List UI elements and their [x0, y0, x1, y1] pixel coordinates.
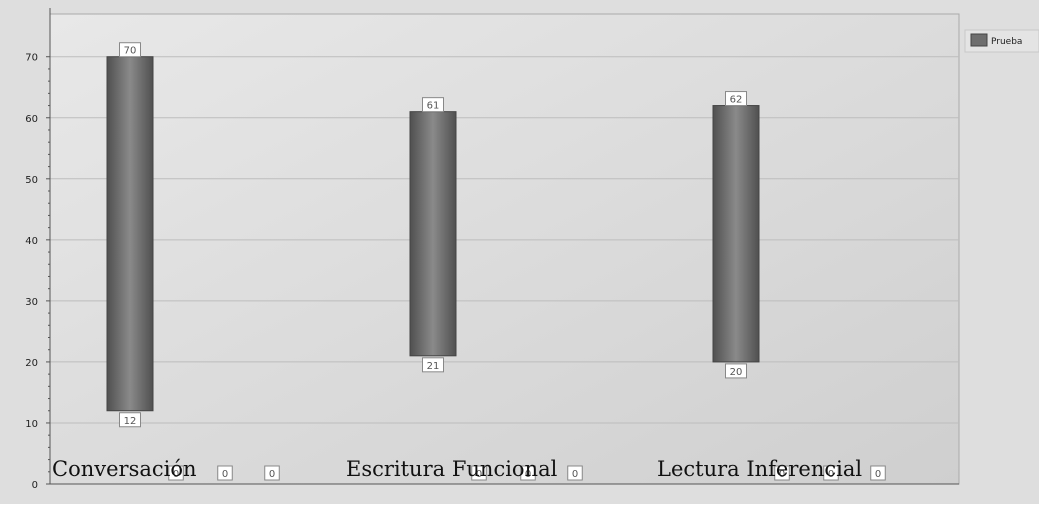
zero-label-3-box — [264, 465, 280, 481]
legend-swatch — [970, 33, 988, 47]
y-tick-label: 40 — [25, 236, 38, 247]
zero-label-6: 0 — [572, 469, 578, 480]
bar-3 — [712, 105, 760, 363]
bar-2 — [409, 111, 457, 357]
data-label-high-3-box — [725, 91, 747, 107]
legend-label: Prueba — [991, 37, 1022, 47]
y-tick-label: 60 — [25, 114, 38, 125]
zero-label-1: 0 — [173, 469, 179, 480]
data-label-low-3-box — [725, 363, 747, 379]
zero-label-8-box — [823, 465, 839, 481]
category-label-3: Lectura Inferencial — [657, 457, 862, 481]
bars — [106, 56, 760, 412]
data-label-high-3: 62 — [730, 95, 743, 106]
zero-label-7: 0 — [779, 469, 785, 480]
data-label-high-1: 70 — [124, 46, 137, 57]
data-labels: 70 12 0 0 0 61 21 0 0 0 62 20 0 0 0 — [119, 42, 886, 481]
zero-label-4: 0 — [476, 469, 482, 480]
data-label-low-3: 20 — [730, 367, 743, 378]
category-label-1: Conversación — [52, 457, 197, 481]
bar-1 — [106, 56, 154, 412]
y-tick-label: 70 — [25, 53, 38, 64]
data-label-low-2-box — [422, 357, 444, 373]
zero-label-1-box — [168, 465, 184, 481]
zero-label-6-box — [567, 465, 583, 481]
zero-label-8: 0 — [828, 469, 834, 480]
zero-label-9: 0 — [875, 469, 881, 480]
data-label-low-1-box — [119, 412, 141, 428]
y-tick-label: 0 — [32, 480, 38, 491]
data-label-high-2: 61 — [427, 101, 440, 112]
category-labels: Conversación Escritura Funcional Lectura I… — [52, 457, 862, 481]
zero-label-2-box — [217, 465, 233, 481]
plot-area — [49, 13, 960, 485]
data-label-low-2: 21 — [427, 361, 440, 372]
y-tick-label: 50 — [25, 175, 38, 186]
gridlines — [50, 56, 959, 424]
legend: Prueba — [964, 29, 1039, 53]
zero-label-4-box — [471, 465, 487, 481]
zero-label-5: 0 — [525, 469, 531, 480]
data-label-low-1: 12 — [124, 416, 137, 427]
zero-label-9-box — [870, 465, 886, 481]
y-tick-label: 20 — [25, 358, 38, 369]
zero-label-2: 0 — [222, 469, 228, 480]
y-tick-label: 30 — [25, 297, 38, 308]
category-label-2: Escritura Funcional — [346, 457, 558, 481]
data-label-high-2-box — [422, 97, 444, 113]
data-label-high-1-box — [119, 42, 141, 58]
zero-label-7-box — [774, 465, 790, 481]
zero-label-3: 0 — [269, 469, 275, 480]
zero-label-5-box — [520, 465, 536, 481]
y-axis: 0 10 20 30 40 50 60 70 — [25, 8, 959, 491]
y-tick-label: 10 — [25, 419, 38, 430]
